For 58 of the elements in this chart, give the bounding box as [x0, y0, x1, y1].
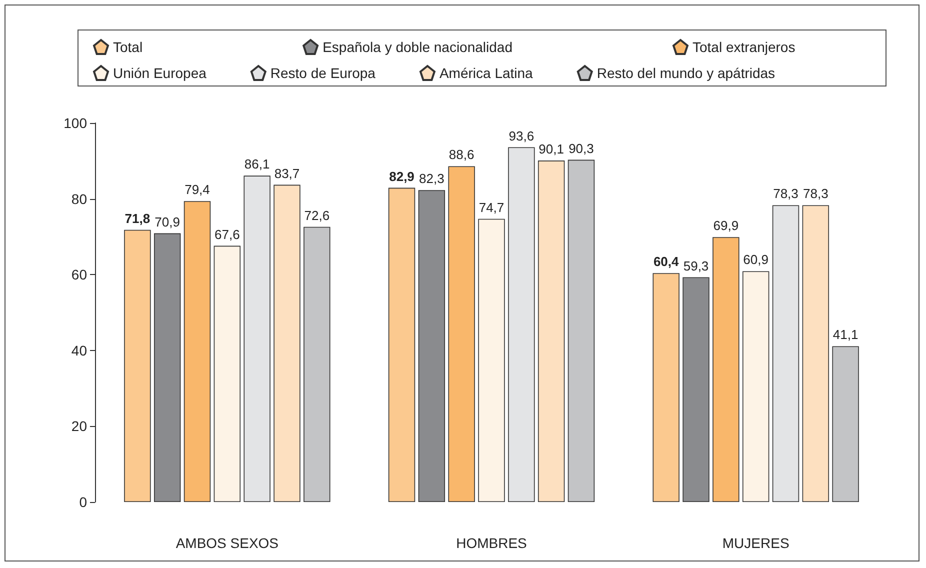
bar [448, 166, 475, 502]
y-tick-label: 20 [71, 418, 88, 434]
y-tick-label: 100 [64, 115, 88, 131]
data-label: 79,4 [184, 182, 210, 198]
bar [742, 271, 770, 502]
legend-label: América Latina [439, 65, 534, 81]
data-label: 74,7 [478, 200, 504, 215]
data-label: 67,6 [214, 226, 240, 242]
data-label: 90,3 [568, 140, 594, 156]
y-tick-label: 40 [71, 342, 88, 358]
bar [304, 226, 330, 502]
legend-label: Total extranjeros [692, 39, 796, 55]
data-label: 78,3 [803, 186, 828, 202]
data-label: 59,3 [683, 258, 709, 274]
y-tick-label: 80 [71, 190, 88, 207]
bar [214, 246, 241, 502]
bar [712, 237, 740, 502]
legend-label: Resto del mundo y apátridas [596, 65, 776, 81]
bar [418, 190, 446, 502]
data-label: 83,7 [274, 166, 300, 181]
data-label: 82,3 [419, 171, 444, 186]
data-label: 93,6 [508, 128, 534, 144]
data-label: 60,9 [743, 252, 768, 268]
legend-label: Unión Europea [113, 65, 207, 81]
bar [274, 184, 300, 502]
bar [568, 160, 595, 502]
data-label: 70,9 [154, 214, 180, 230]
bar [538, 160, 565, 502]
y-tick-label: 0 [79, 494, 88, 510]
data-label: 88,6 [448, 147, 474, 162]
bar [508, 147, 535, 502]
y-tick-label: 60 [71, 266, 88, 283]
legend-label: Resto de Europa [270, 65, 376, 81]
bar [244, 176, 270, 502]
data-label: 41,1 [832, 327, 858, 342]
bar [388, 188, 416, 502]
bar [478, 218, 505, 502]
x-tick-label: MUJERES [722, 535, 790, 551]
data-label: 60,4 [653, 254, 680, 270]
data-label: 72,6 [304, 208, 330, 223]
data-label: 86,1 [244, 156, 270, 172]
data-label: 82,9 [389, 168, 414, 184]
bar [652, 273, 680, 502]
bar [184, 201, 211, 502]
data-label: 78,3 [773, 186, 798, 202]
data-label: 71,8 [124, 210, 150, 226]
bar [832, 346, 859, 502]
bar [772, 205, 800, 502]
data-label: 69,9 [713, 218, 739, 234]
x-tick-label: HOMBRES [456, 535, 527, 551]
bar [154, 233, 181, 502]
legend-label: Española y doble nacionalidad [322, 39, 513, 55]
bar [124, 230, 151, 502]
bar [802, 205, 830, 502]
x-tick-label: AMBOS SEXOS [176, 535, 279, 551]
data-label: 90,1 [538, 142, 564, 157]
legend-label: Total [113, 39, 143, 55]
bar [682, 277, 710, 502]
